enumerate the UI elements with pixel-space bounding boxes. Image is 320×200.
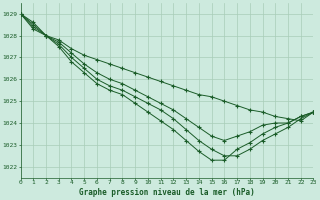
X-axis label: Graphe pression niveau de la mer (hPa): Graphe pression niveau de la mer (hPa)	[79, 188, 255, 197]
